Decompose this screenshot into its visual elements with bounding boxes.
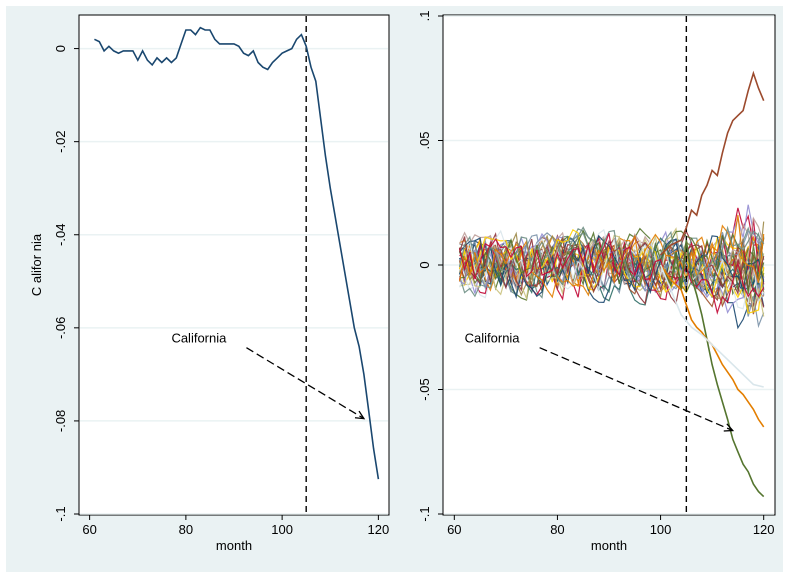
plot-area bbox=[78, 14, 390, 516]
annotation-arrow bbox=[246, 347, 365, 420]
x-tick-label: 60 bbox=[82, 522, 96, 537]
right-panel: .1 .05 0 -.05 -.1 60 80 100 120 month California bbox=[417, 11, 776, 553]
series-line bbox=[659, 239, 765, 498]
y-tick-label: -.06 bbox=[53, 317, 68, 339]
series-line bbox=[659, 264, 765, 428]
y-tick-label: .05 bbox=[417, 131, 432, 149]
left-panel: 0 -.02 -.04 -.06 -.08 -.1 60 80 100 120 month C ali… bbox=[29, 14, 390, 553]
annotation-label: California bbox=[171, 331, 227, 346]
x-axis-label: month bbox=[591, 538, 627, 553]
x-tick-label: 80 bbox=[550, 522, 564, 537]
y-tick-label: -.1 bbox=[53, 506, 68, 521]
y-tick-label: 0 bbox=[53, 45, 68, 52]
y-tick-label: -.05 bbox=[417, 378, 432, 400]
series-line bbox=[94, 26, 380, 480]
y-tick-label: 0 bbox=[417, 261, 432, 268]
series-line bbox=[660, 70, 765, 256]
series-line bbox=[458, 214, 765, 299]
y-tick-label: -.1 bbox=[417, 506, 432, 521]
y-axis-label: C alifor nia bbox=[29, 233, 44, 296]
x-tick-label: 100 bbox=[650, 522, 672, 537]
x-tick-label: 120 bbox=[753, 522, 775, 537]
annotation-arrowhead bbox=[723, 423, 735, 432]
annotation-label: California bbox=[465, 331, 521, 346]
x-tick-label: 80 bbox=[179, 522, 193, 537]
x-axis-label: month bbox=[216, 538, 252, 553]
series-line bbox=[659, 264, 764, 388]
x-tick-label: 100 bbox=[271, 522, 293, 537]
series-line bbox=[458, 225, 765, 286]
x-tick-label: 60 bbox=[447, 522, 461, 537]
y-tick-label: -.08 bbox=[53, 410, 68, 432]
x-tick-label: 120 bbox=[368, 522, 390, 537]
y-tick-label: .1 bbox=[417, 11, 432, 22]
series-line bbox=[458, 232, 765, 315]
y-tick-label: -.04 bbox=[53, 224, 68, 246]
annotation-arrowhead bbox=[354, 410, 366, 420]
y-tick-label: -.02 bbox=[53, 130, 68, 152]
annotation-arrow bbox=[539, 347, 734, 432]
